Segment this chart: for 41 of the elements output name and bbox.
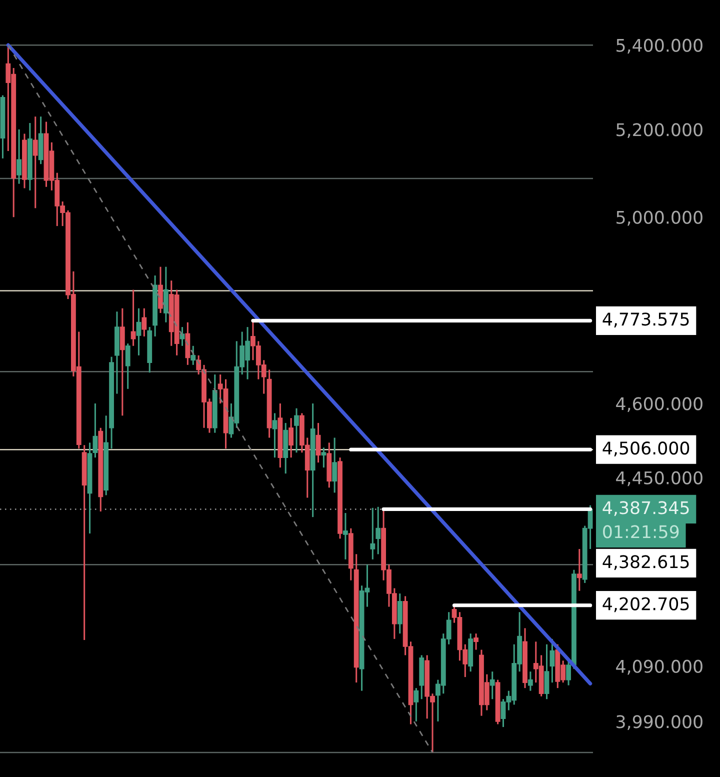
data-label: 4,202.705 [602, 597, 689, 612]
candlestick [32, 116, 38, 209]
data-label: 4,773.575 [602, 312, 689, 328]
candlestick [136, 308, 142, 356]
y-tick-label: 5,000.000 [616, 210, 702, 226]
y-tick-label: 4,090.000 [616, 660, 702, 675]
candlestick [370, 507, 376, 560]
candlestick [158, 266, 163, 314]
candlestick [321, 446, 326, 468]
text: 01:21:59 [603, 525, 679, 538]
candlestick [288, 417, 294, 458]
y-tick-label: 4,450.000 [616, 471, 702, 486]
data-label: 4,387.345 [602, 501, 689, 516]
candlestick [550, 638, 555, 684]
candlestick [566, 660, 571, 686]
candlestick [120, 308, 125, 416]
candlestick [376, 506, 381, 555]
y-tick-label: 4,600.000 [616, 397, 702, 412]
candlestick [414, 687, 419, 722]
y-tick-label: 5,200.000 [616, 123, 702, 138]
candlestick [397, 592, 402, 634]
candlestick [16, 128, 22, 185]
y-tick-label: 5,400.000 [616, 38, 702, 54]
text: 4,382.615 [602, 555, 689, 570]
candlestick [490, 670, 495, 700]
candlestick [142, 308, 147, 338]
candlestick [294, 408, 299, 454]
candlestick [190, 345, 196, 366]
candlestick [272, 412, 278, 458]
candlestick [576, 548, 582, 592]
candlestick [544, 644, 550, 700]
candlestick [474, 632, 478, 651]
candlestick [92, 402, 98, 458]
candlestick [125, 342, 130, 390]
candlestick [343, 512, 348, 560]
candlestick [316, 422, 321, 464]
data-label: 4,506.000 [602, 442, 690, 456]
y-tick-label: 3,990.000 [616, 715, 702, 730]
candlestick [163, 266, 168, 324]
candlestick [332, 436, 338, 494]
candlestick [528, 670, 533, 692]
